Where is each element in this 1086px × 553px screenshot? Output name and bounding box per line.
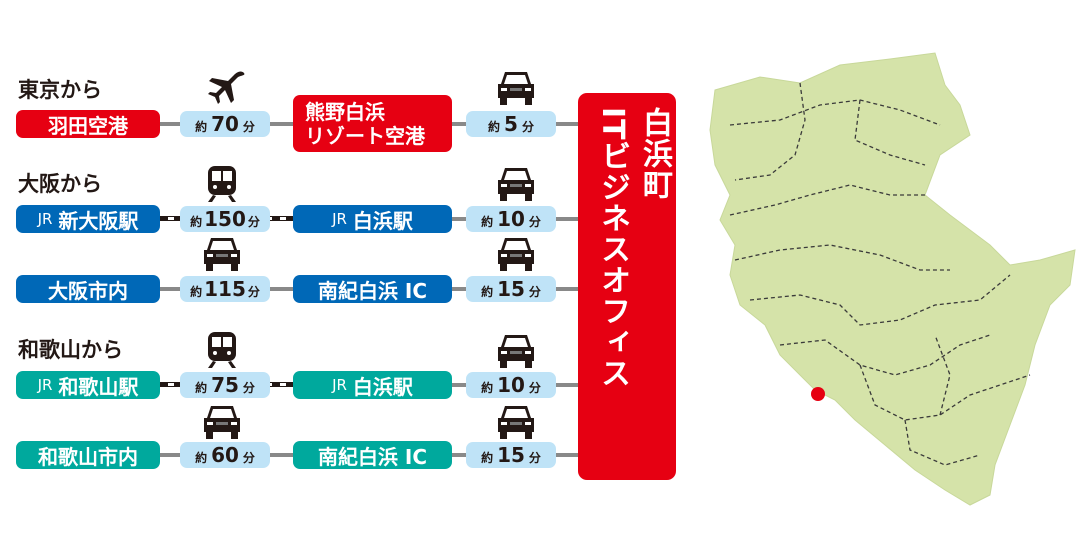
via-label: 白浜駅	[352, 208, 413, 233]
origin-label: 新大阪駅	[58, 208, 139, 233]
time-pill: 約 70 分	[180, 111, 270, 137]
train-icon	[208, 166, 236, 202]
time-unit: 分	[247, 285, 260, 299]
time-prefix: 約	[195, 381, 208, 395]
time-pill: 約 75 分	[180, 372, 270, 398]
car-icon	[498, 72, 534, 105]
via-nanki-shirahama-ic: 南紀白浜 IC	[293, 275, 452, 303]
section-heading-wakayama: 和歌山から	[18, 338, 123, 362]
time-prefix: 約	[195, 120, 208, 134]
via-label: 白浜駅	[352, 374, 413, 399]
time-value: 10	[497, 373, 525, 397]
municipal-border	[729, 184, 925, 216]
origin-label: 和歌山市内	[38, 444, 138, 469]
time-pill: 約 115 分	[180, 276, 270, 302]
train-icon	[208, 332, 236, 368]
origin-label: 大阪市内	[48, 278, 128, 303]
municipal-border	[734, 82, 806, 181]
origin-wakayama-city: 和歌山市内	[16, 441, 160, 469]
time-unit: 分	[242, 381, 255, 395]
time-value: 5	[504, 112, 518, 136]
time-prefix: 約	[190, 285, 203, 299]
time-value: 60	[211, 443, 239, 467]
car-icon	[498, 335, 534, 368]
map-landmass	[709, 52, 1076, 506]
jr-prefix: JR	[332, 376, 347, 394]
time-prefix: 約	[190, 215, 203, 229]
time-value: 150	[204, 207, 246, 231]
time-value: 75	[211, 373, 239, 397]
car-icon	[204, 238, 240, 271]
time-pill: 約 10 分	[466, 372, 556, 398]
time-unit: 分	[521, 120, 534, 134]
section-heading-tokyo: 東京から	[18, 78, 102, 102]
car-icon	[498, 238, 534, 271]
jr-prefix: JR	[37, 376, 53, 394]
time-prefix: 約	[481, 285, 494, 299]
time-unit: 分	[242, 120, 255, 134]
time-value: 115	[204, 277, 246, 301]
time-pill: 約 10 分	[466, 206, 556, 232]
plane-icon	[208, 71, 245, 104]
destination-line2: ITビジネスオフィス	[595, 107, 630, 389]
via-label-line2: リゾート空港	[305, 123, 425, 148]
via-nanki-shirahama-airport: 熊野白浜 リゾート空港	[293, 95, 452, 152]
wakayama-prefecture-map	[709, 52, 1076, 506]
time-pill: 約 60 分	[180, 442, 270, 468]
time-unit: 分	[528, 381, 541, 395]
municipal-border	[854, 99, 926, 166]
via-nanki-shirahama-ic: 南紀白浜 IC	[293, 441, 452, 469]
car-icon	[204, 406, 240, 439]
destination-shirahama-it-business-office: 白浜町 ITビジネスオフィス	[578, 93, 676, 480]
origin-label: 和歌山駅	[58, 374, 139, 399]
via-shirahama-station: JR 白浜駅	[293, 205, 452, 233]
municipal-border	[749, 274, 1011, 326]
time-unit: 分	[528, 285, 541, 299]
time-prefix: 約	[481, 381, 494, 395]
jr-prefix: JR	[332, 210, 347, 228]
car-icon	[498, 168, 534, 201]
origin-haneda-airport: 羽田空港	[16, 110, 160, 138]
time-prefix: 約	[488, 120, 501, 134]
municipal-border	[734, 244, 950, 271]
time-pill: 約 15 分	[466, 442, 556, 468]
time-value: 10	[497, 207, 525, 231]
via-label-line1: 熊野白浜	[305, 99, 385, 124]
via-label: 南紀白浜 IC	[317, 278, 428, 303]
time-pill: 約 150 分	[180, 206, 270, 232]
time-unit: 分	[528, 451, 541, 465]
time-unit: 分	[247, 215, 260, 229]
origin-osaka-city: 大阪市内	[16, 275, 160, 303]
origin-shin-osaka-station: JR 新大阪駅	[16, 205, 160, 233]
via-label: 南紀白浜 IC	[317, 444, 428, 469]
time-pill: 約 15 分	[466, 276, 556, 302]
time-value: 15	[497, 443, 525, 467]
time-value: 15	[497, 277, 525, 301]
via-shirahama-station: JR 白浜駅	[293, 371, 452, 399]
time-unit: 分	[528, 215, 541, 229]
time-prefix: 約	[195, 451, 208, 465]
jr-prefix: JR	[37, 210, 53, 228]
destination-line1: 白浜町	[637, 107, 672, 200]
time-value: 70	[211, 112, 239, 136]
origin-label: 羽田空港	[48, 113, 128, 138]
shirahama-location-dot	[811, 387, 825, 401]
car-icon	[498, 406, 534, 439]
time-prefix: 約	[481, 451, 494, 465]
time-unit: 分	[242, 451, 255, 465]
time-prefix: 約	[481, 215, 494, 229]
section-heading-osaka: 大阪から	[18, 172, 102, 196]
municipal-border	[779, 334, 991, 376]
municipal-border	[729, 99, 941, 126]
municipal-border	[859, 364, 1031, 421]
origin-wakayama-station: JR 和歌山駅	[16, 371, 160, 399]
municipal-border	[904, 419, 981, 466]
